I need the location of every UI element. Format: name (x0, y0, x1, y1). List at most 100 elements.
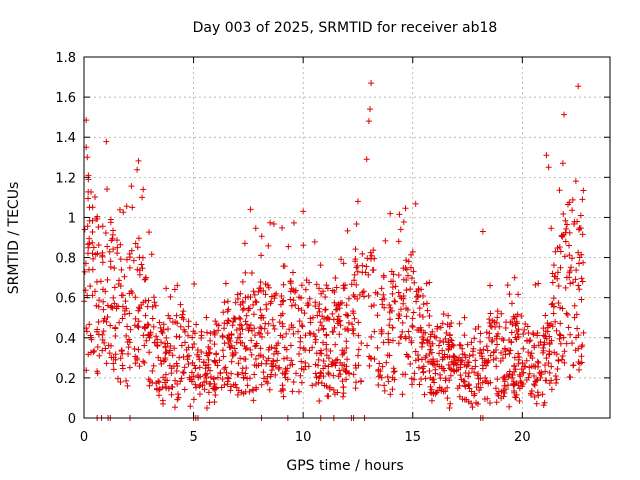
data-point (502, 386, 509, 393)
data-point (132, 353, 139, 360)
data-point (95, 241, 102, 248)
data-point (525, 330, 532, 337)
data-point (436, 384, 443, 391)
data-point (251, 371, 258, 378)
data-point (333, 359, 339, 366)
data-point (132, 360, 139, 367)
data-point (106, 248, 113, 255)
data-point (191, 340, 198, 347)
data-point (313, 374, 320, 381)
data-point (557, 340, 564, 347)
data-point (387, 304, 394, 311)
data-point (512, 334, 519, 341)
data-point (399, 328, 406, 335)
data-point (258, 333, 265, 340)
data-point (408, 339, 415, 346)
data-point (262, 281, 269, 288)
data-point (84, 223, 91, 230)
data-point (480, 346, 487, 353)
data-point (136, 267, 143, 274)
data-point (479, 355, 486, 362)
data-point (509, 371, 516, 378)
data-point (119, 315, 126, 322)
data-point (263, 360, 270, 367)
data-point (89, 292, 96, 299)
data-point (332, 275, 339, 282)
data-point (310, 331, 317, 338)
data-point (518, 312, 525, 319)
data-point (154, 386, 161, 393)
data-point (192, 384, 199, 391)
data-point (330, 372, 337, 379)
data-point (229, 349, 236, 356)
data-point (99, 336, 106, 343)
data-point (100, 286, 107, 293)
data-point (229, 322, 236, 329)
data-point (531, 382, 538, 389)
y-axis-label: SRMTID / TECUs (6, 182, 22, 295)
data-point (446, 365, 453, 372)
data-point (239, 278, 246, 285)
data-point (515, 326, 522, 333)
data-point (273, 290, 280, 297)
data-point (567, 331, 574, 338)
data-point (178, 375, 185, 382)
data-point (552, 273, 559, 280)
data-point (242, 294, 249, 301)
data-point (555, 299, 562, 306)
data-point (258, 252, 265, 259)
data-point (418, 376, 425, 383)
data-point (202, 362, 209, 369)
data-point (177, 301, 184, 308)
data-point (85, 188, 92, 195)
data-point (359, 250, 366, 257)
data-point (348, 281, 355, 288)
data-point (315, 356, 322, 363)
data-point (252, 343, 259, 350)
data-point (248, 351, 255, 358)
data-point (197, 381, 204, 388)
data-point (284, 354, 291, 361)
data-point (297, 344, 304, 351)
data-point (239, 306, 246, 313)
data-point (436, 350, 443, 357)
data-point (214, 374, 221, 381)
data-point (515, 382, 522, 389)
data-point (506, 347, 513, 354)
data-point (468, 339, 475, 346)
data-point (125, 350, 132, 357)
data-point (86, 321, 93, 328)
data-point (457, 342, 464, 349)
data-point (205, 389, 212, 396)
data-point (494, 314, 501, 321)
data-point (418, 343, 425, 350)
data-point (289, 269, 296, 276)
data-point (576, 226, 583, 233)
data-point (566, 267, 573, 274)
data-point (556, 335, 563, 342)
data-point (318, 322, 325, 329)
data-point (311, 238, 318, 245)
data-point (297, 338, 304, 345)
data-point (323, 282, 330, 289)
data-point (515, 350, 522, 357)
data-point (287, 342, 294, 349)
data-point (110, 366, 117, 373)
data-point (126, 310, 133, 317)
data-point (198, 334, 205, 341)
data-point (93, 278, 100, 285)
data-point (400, 292, 407, 299)
data-point (550, 310, 557, 317)
data-point (130, 257, 137, 264)
data-point (333, 284, 340, 291)
data-point (542, 368, 549, 375)
data-point (107, 216, 114, 223)
data-point (196, 364, 203, 371)
data-point (227, 337, 234, 344)
data-point (422, 375, 429, 382)
data-point (180, 316, 187, 323)
data-point (101, 339, 108, 346)
data-point (166, 315, 173, 322)
data-point (503, 319, 510, 326)
data-point (468, 388, 475, 395)
